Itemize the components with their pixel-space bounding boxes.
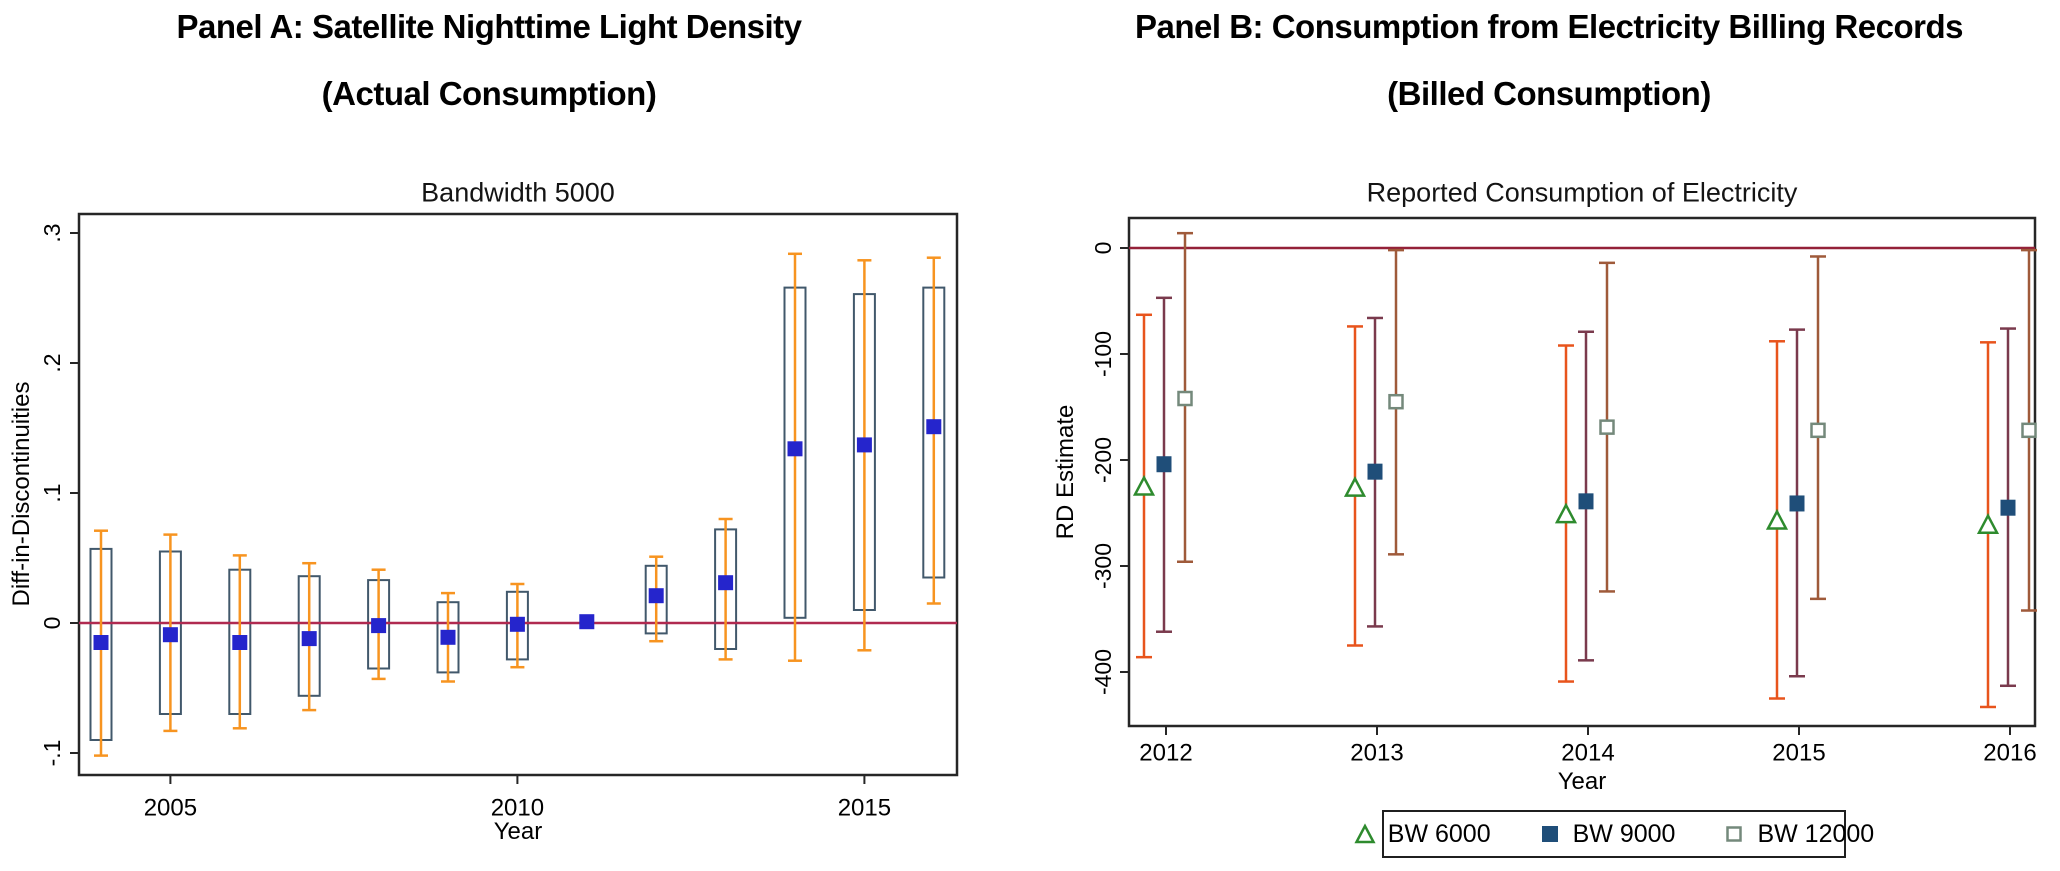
panel-b-plot-border <box>1127 216 2037 728</box>
legend-label-bw9000: BW 9000 <box>1572 819 1676 848</box>
panel-a-xtick-label: 2005 <box>144 795 197 822</box>
filled-square-icon <box>1541 826 1558 842</box>
open-square-icon <box>1726 826 1743 842</box>
legend-item-bw9000: BW 9000 <box>1539 819 1676 849</box>
panel-a-ytick-label: -.1 <box>39 740 65 767</box>
panel-a-x-axis-label: Year <box>493 818 543 845</box>
marker-bw6000-2013 <box>1343 475 1367 497</box>
panel-a-ytick-label: .3 <box>39 223 65 242</box>
marker-bw9000-2014 <box>1578 493 1594 510</box>
panel-b-xtick-label: 2013 <box>1350 740 1403 767</box>
panel-a-xtick-label: 2010 <box>491 795 544 822</box>
panel-b-xtick-label: 2014 <box>1561 740 1614 767</box>
panel-b-ytick-label: 0 <box>1090 242 1116 255</box>
marker-bw6000-2012 <box>1132 474 1156 496</box>
panel-a-plot-border <box>77 212 959 777</box>
panel-b-ytick-label: -100 <box>1090 331 1116 377</box>
panel-b-title: Panel B: Consumption from Electricity Bi… <box>1135 8 1963 45</box>
panel-a-subtitle: (Actual Consumption) <box>321 75 657 112</box>
marker-bw12000-2016 <box>2021 422 2037 439</box>
legend-label-bw12000: BW 12000 <box>1757 819 1875 848</box>
marker-bw12000-2015 <box>1810 422 1826 439</box>
marker-bw12000-2014 <box>1599 419 1615 435</box>
panel-b-ytick-label: -400 <box>1090 649 1116 695</box>
estimate-marker-2013 <box>718 575 734 591</box>
panel-a-ytick-label: 0 <box>39 617 65 630</box>
estimate-marker-2015 <box>856 437 872 453</box>
estimate-marker-2010 <box>509 616 525 632</box>
marker-bw6000-2014 <box>1554 502 1578 524</box>
panel-a-ytick-label: .1 <box>39 483 65 502</box>
estimate-marker-2012 <box>648 588 664 604</box>
panel-b-ytick-label: -300 <box>1090 543 1116 589</box>
panel-a-chart-title: Bandwidth 5000 <box>421 177 615 208</box>
estimate-marker-2007 <box>301 631 317 647</box>
panel-b-ytick-label: -200 <box>1090 437 1116 483</box>
open-triangle-icon <box>1354 823 1376 844</box>
panel-b-subtitle: (Billed Consumption) <box>1387 75 1711 112</box>
panel-a-ytick-label: .2 <box>39 353 65 372</box>
legend: BW 6000 BW 9000 BW 12000 <box>1354 810 1874 858</box>
estimate-marker-2004 <box>93 635 109 650</box>
panel-a-title: Panel A: Satellite Nighttime Light Densi… <box>176 8 802 45</box>
estimate-marker-2006 <box>232 635 248 650</box>
estimate-marker-2005 <box>162 627 178 643</box>
estimate-marker-2009 <box>440 629 456 645</box>
panel-b-chart-title: Reported Consumption of Electricity <box>1366 177 1798 208</box>
marker-bw9000-2013 <box>1367 463 1383 480</box>
panel-b-x-axis-label: Year <box>1557 768 1607 795</box>
marker-bw9000-2015 <box>1789 495 1805 512</box>
marker-bw9000-2012 <box>1156 456 1172 473</box>
legend-item-bw6000: BW 6000 <box>1354 820 1491 849</box>
panel-b-xtick-label: 2015 <box>1772 740 1825 767</box>
marker-bw9000-2016 <box>2000 499 2016 516</box>
panel-a-xtick-label: 2015 <box>838 795 891 822</box>
estimate-marker-2016 <box>926 419 942 435</box>
marker-bw12000-2012 <box>1177 390 1193 407</box>
estimate-marker-2014 <box>787 441 803 457</box>
estimate-marker-2008 <box>371 618 387 634</box>
legend-label-bw6000: BW 6000 <box>1387 819 1491 848</box>
marker-bw12000-2013 <box>1388 393 1404 410</box>
estimate-marker-2011 <box>579 614 595 630</box>
marker-bw6000-2015 <box>1765 508 1789 530</box>
legend-item-bw12000: BW 12000 <box>1723 820 1874 849</box>
panel-b-xtick-label: 2016 <box>1983 740 2036 767</box>
panel-b-xtick-label: 2012 <box>1139 740 1192 767</box>
marker-bw6000-2016 <box>1976 513 2000 534</box>
